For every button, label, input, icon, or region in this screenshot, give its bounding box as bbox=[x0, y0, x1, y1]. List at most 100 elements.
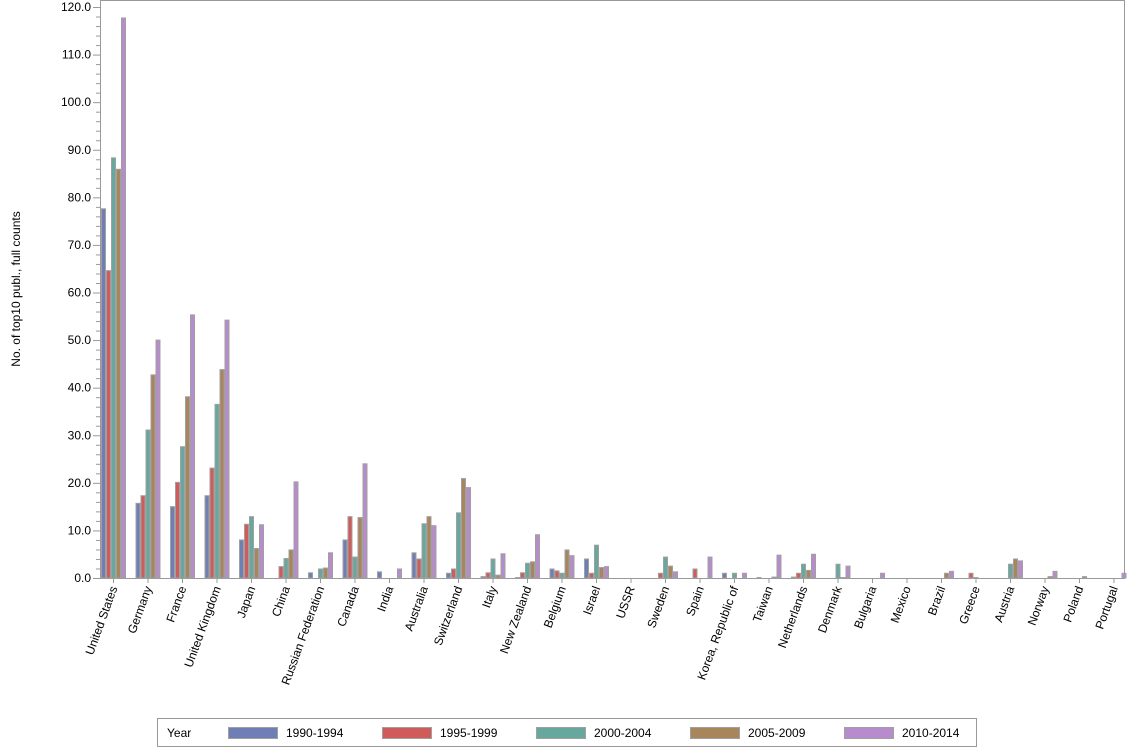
bar bbox=[549, 568, 555, 579]
bar bbox=[416, 558, 422, 579]
bar bbox=[426, 516, 432, 579]
bar bbox=[1121, 572, 1127, 579]
x-tick-label: Netherlands bbox=[775, 584, 810, 650]
bar bbox=[944, 572, 949, 579]
bar bbox=[801, 563, 806, 579]
bar bbox=[155, 339, 161, 579]
bar bbox=[806, 569, 811, 579]
bar bbox=[451, 568, 456, 579]
y-tick-label: 60.0 bbox=[68, 286, 92, 300]
y-tick-label: 70.0 bbox=[68, 238, 92, 252]
bar bbox=[1047, 576, 1053, 579]
bar bbox=[658, 572, 663, 579]
bar bbox=[106, 270, 111, 579]
bar bbox=[835, 563, 841, 579]
bar bbox=[554, 570, 560, 579]
bar bbox=[140, 495, 146, 579]
x-tick-label: Germany bbox=[125, 584, 155, 635]
x-tick-label: China bbox=[269, 584, 293, 619]
x-tick-label: Belgium bbox=[541, 584, 569, 630]
bar bbox=[446, 572, 451, 579]
bar bbox=[490, 558, 496, 579]
x-tick-label: Switzerland bbox=[431, 584, 465, 647]
legend-swatch bbox=[228, 727, 278, 739]
bar bbox=[175, 481, 180, 579]
bar bbox=[663, 556, 668, 579]
plot-frame bbox=[100, 0, 1125, 579]
bar bbox=[347, 516, 353, 579]
bar bbox=[135, 502, 141, 579]
x-tick-label: Brazil bbox=[925, 584, 948, 617]
bar bbox=[204, 495, 210, 579]
x-tick-label: Israel bbox=[580, 584, 603, 616]
x-tick-label: Australia bbox=[402, 584, 431, 633]
y-tick-label: 100.0 bbox=[61, 95, 91, 109]
x-tick-label: United Kingdom bbox=[181, 584, 223, 669]
bar bbox=[707, 556, 713, 579]
bar bbox=[599, 567, 604, 579]
bar bbox=[1013, 558, 1018, 579]
x-tick-label: India bbox=[374, 584, 396, 614]
bar bbox=[150, 374, 156, 579]
legend-label: 2005-2009 bbox=[748, 726, 806, 740]
bar bbox=[771, 576, 777, 579]
bar bbox=[840, 577, 846, 579]
bar bbox=[111, 157, 116, 579]
bar bbox=[811, 553, 816, 579]
bar bbox=[530, 561, 535, 579]
bar bbox=[456, 512, 461, 579]
legend-swatch bbox=[382, 727, 432, 739]
bar bbox=[283, 558, 289, 579]
bar bbox=[323, 567, 328, 579]
bar bbox=[116, 168, 121, 579]
x-tick-label: United States bbox=[83, 584, 121, 656]
bar bbox=[293, 481, 299, 579]
bar bbox=[421, 523, 427, 579]
bar bbox=[180, 446, 185, 579]
bar bbox=[224, 319, 230, 579]
y-tick-label: 0.0 bbox=[74, 571, 91, 585]
bar bbox=[170, 506, 175, 579]
bar bbox=[525, 562, 530, 579]
bar bbox=[845, 565, 851, 579]
bar bbox=[352, 556, 358, 579]
bar bbox=[742, 572, 747, 579]
bar bbox=[254, 548, 259, 579]
bar bbox=[776, 554, 782, 579]
bar bbox=[589, 572, 594, 579]
y-tick-label: 30.0 bbox=[68, 428, 92, 442]
legend-title: Year bbox=[167, 726, 191, 740]
bar bbox=[495, 574, 501, 579]
bar bbox=[466, 487, 471, 579]
x-tick-label: Bulgaria bbox=[851, 584, 879, 630]
x-tick-label: Taiwan bbox=[750, 584, 776, 624]
y-tick-label: 110.0 bbox=[62, 48, 91, 62]
bar bbox=[249, 516, 254, 579]
bar bbox=[362, 463, 368, 579]
legend-label: 2000-2004 bbox=[594, 726, 652, 740]
bar bbox=[1082, 576, 1087, 579]
bar bbox=[288, 549, 294, 579]
bar bbox=[673, 571, 678, 579]
bar bbox=[461, 478, 466, 579]
bar bbox=[559, 572, 565, 579]
y-axis-label: No. of top10 publ., full counts bbox=[9, 211, 23, 366]
bar bbox=[308, 572, 313, 579]
bar bbox=[949, 570, 954, 579]
bar bbox=[756, 577, 762, 579]
bar bbox=[190, 314, 195, 579]
bar bbox=[411, 552, 417, 579]
legend-swatch bbox=[844, 727, 894, 739]
bar bbox=[318, 568, 323, 579]
bar bbox=[431, 525, 437, 579]
y-tick-label: 90.0 bbox=[68, 143, 92, 157]
y-tick-label: 50.0 bbox=[68, 333, 92, 347]
bar bbox=[214, 403, 220, 579]
bar bbox=[259, 524, 264, 579]
bar bbox=[584, 558, 589, 579]
bar bbox=[732, 572, 737, 579]
bar bbox=[604, 566, 609, 579]
bar bbox=[480, 576, 486, 579]
